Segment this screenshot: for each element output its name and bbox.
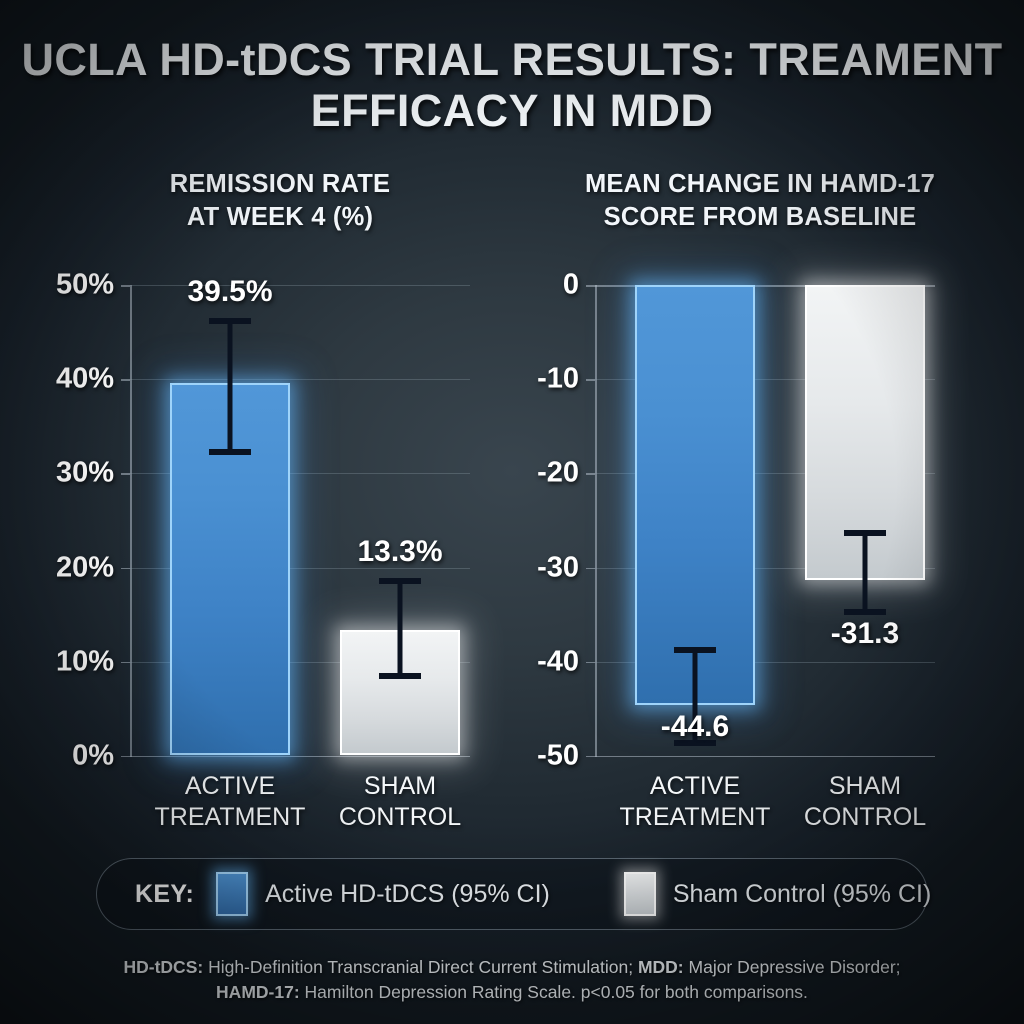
- error-bar-cap-top: [844, 529, 886, 536]
- chart-legend: KEY: Active HD-tDCS (95% CI) Sham Contro…: [96, 858, 932, 930]
- error-bar-cap-top: [209, 318, 251, 324]
- footnote-abbr-hdtdcs: HD-tDCS:: [123, 957, 204, 977]
- legend-item-active[interactable]: Active HD-tDCS (95% CI): [216, 872, 550, 916]
- legend-label-active: Active HD-tDCS (95% CI): [265, 879, 550, 908]
- x-axis-line-right: [595, 755, 935, 757]
- y-tick: [586, 567, 595, 570]
- y-axis-label: 20%: [55, 551, 114, 584]
- x-axis-label-sham-right: SHAM CONTROL: [803, 772, 927, 831]
- value-label-sham-remission: 13.3%: [357, 535, 443, 568]
- footnote: HD-tDCS: High-Definition Transcranial Di…: [0, 955, 1024, 1006]
- value-label-active-remission: 39.5%: [187, 275, 273, 308]
- x-axis-label-active-left: ACTIVE TREATMENT: [154, 772, 306, 831]
- y-axis-line-left: [130, 285, 132, 757]
- error-bar-stem: [397, 577, 403, 680]
- footnote-abbr-hamd17: HAMD-17:: [216, 982, 300, 1003]
- footnote-abbr-mdd: MDD:: [637, 957, 684, 977]
- sham-white-swatch-icon: [623, 872, 656, 916]
- panel-remission-rate: REMISSION RATE AT WEEK 4 (%): [40, 168, 520, 233]
- error-bar-active-remission: [170, 318, 290, 455]
- plot-area-remission: 50% 40% 30% 20% 10% 0% 39.5%: [56, 269, 470, 831]
- y-tick: [586, 661, 595, 664]
- error-bar-cap-top: [379, 577, 421, 584]
- panel-hamd17-change: MEAN CHANGE IN HAMD-17 SCORE FROM BASELI…: [520, 168, 1000, 233]
- y-axis-label: -30: [537, 551, 579, 584]
- y-axis-label: -20: [537, 456, 579, 489]
- footnote-line-1: HD-tDCS: High-Definition Transcranial Di…: [46, 955, 978, 980]
- y-tick: [121, 567, 130, 570]
- y-tick: [121, 755, 130, 757]
- error-bar-sham-hamd17: [805, 529, 925, 615]
- x-axis-line-left: [130, 755, 470, 757]
- error-bar-stem: [227, 318, 233, 455]
- value-label-active-hamd17: -44.6: [660, 710, 730, 743]
- y-axis-label: -50: [537, 739, 579, 771]
- y-tick: [586, 755, 595, 757]
- error-bar-stem: [862, 529, 868, 615]
- chart-title-hamd17: MEAN CHANGE IN HAMD-17 SCORE FROM BASELI…: [584, 170, 936, 231]
- y-axis-label: -10: [537, 362, 579, 395]
- y-axis-label: 40%: [55, 362, 114, 395]
- active-blue-swatch-icon: [216, 872, 249, 916]
- y-tick: [586, 285, 595, 287]
- bar-active-hamd17[interactable]: [635, 285, 755, 706]
- y-axis-label: 30%: [55, 456, 114, 489]
- y-axis-label: 50%: [55, 268, 114, 301]
- plot-area-hamd17: 0 -10 -20 -30 -40 -50 -44.6: [537, 269, 935, 831]
- footnote-text-1: High-Definition Transcranial Direct Curr…: [203, 957, 638, 977]
- y-tick: [121, 661, 130, 664]
- y-axis-label: 10%: [55, 645, 114, 678]
- y-axis-label: 0: [562, 268, 579, 301]
- y-tick: [121, 379, 130, 381]
- x-axis-label-active-right: ACTIVE TREATMENT: [619, 772, 771, 831]
- legend-item-sham[interactable]: Sham Control (95% CI): [623, 872, 932, 916]
- chart-title-remission: REMISSION RATE AT WEEK 4 (%): [169, 170, 391, 231]
- y-tick: [586, 379, 595, 381]
- error-bar-cap-top: [674, 646, 716, 653]
- y-tick: [586, 473, 595, 475]
- error-bar-sham-remission: [340, 577, 460, 680]
- footnote-text-2: Major Depressive Disorder;: [683, 957, 901, 977]
- y-tick: [121, 473, 130, 475]
- y-tick: [121, 285, 130, 287]
- y-axis-label: 0%: [72, 739, 114, 771]
- footnote-line-2: HAMD-17: Hamilton Depression Rating Scal…: [46, 980, 978, 1005]
- x-axis-label-sham-left: SHAM CONTROL: [338, 772, 462, 831]
- legend-key-label: KEY:: [135, 879, 195, 908]
- error-bar-cap-bottom: [209, 448, 251, 455]
- gridline: [130, 285, 470, 286]
- error-bar-cap-bottom: [844, 608, 886, 615]
- y-axis-label: -40: [537, 645, 579, 678]
- footnote-text-3: Hamilton Depression Rating Scale. p<0.05…: [299, 982, 808, 1003]
- error-bar-cap-bottom: [379, 673, 421, 680]
- legend-label-sham: Sham Control (95% CI): [672, 879, 932, 908]
- y-axis-line-right: [595, 285, 597, 757]
- page-title: UCLA HD-tDCS TRIAL RESULTS: TREAMENT EFF…: [21, 34, 1003, 137]
- value-label-sham-hamd17: -31.3: [830, 617, 900, 650]
